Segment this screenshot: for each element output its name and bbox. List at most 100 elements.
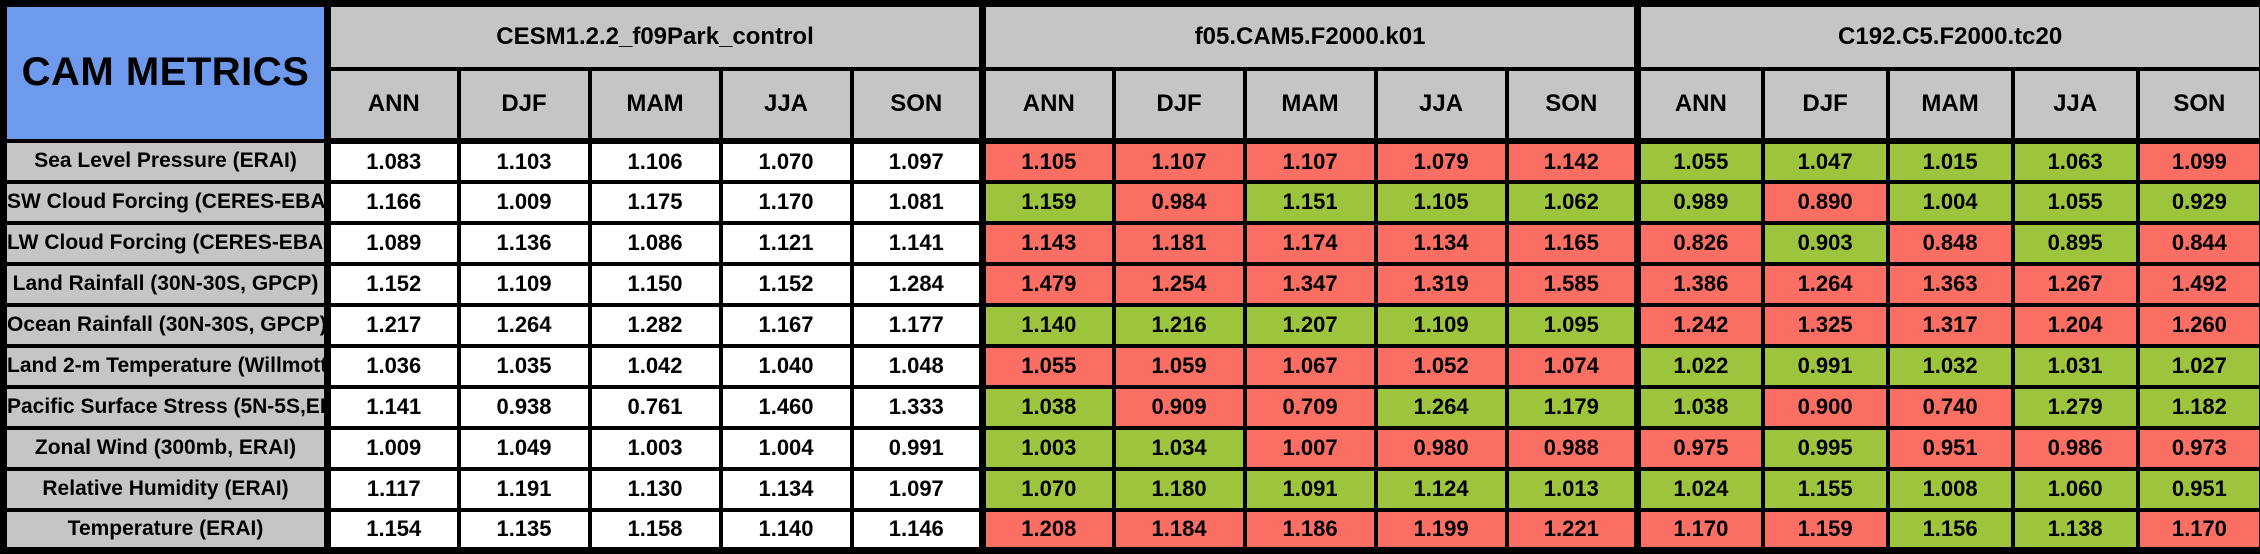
metric-value-cell: 1.004 [1888, 182, 2013, 223]
metric-value-cell: 1.136 [459, 223, 590, 264]
metric-value-cell: 0.826 [1638, 223, 1763, 264]
metric-value-cell: 1.182 [2138, 387, 2260, 428]
metric-value-cell: 1.070 [721, 141, 852, 182]
metric-value-cell: 1.032 [1888, 346, 2013, 387]
metric-value-cell: 1.099 [2138, 141, 2260, 182]
metric-label: Zonal Wind (300mb, ERAI) [4, 428, 328, 469]
metric-value-cell: 0.929 [2138, 182, 2260, 223]
metric-value-cell: 1.109 [459, 264, 590, 305]
metric-label: LW Cloud Forcing (CERES-EBAF) [4, 223, 328, 264]
metric-value-cell: 1.007 [1245, 428, 1376, 469]
metric-value-cell: 0.903 [1763, 223, 1888, 264]
metric-value-cell: 1.158 [590, 510, 721, 551]
metric-value-cell: 1.492 [2138, 264, 2260, 305]
metric-value-cell: 1.052 [1376, 346, 1507, 387]
metric-value-cell: 1.216 [1114, 305, 1245, 346]
metric-value-cell: 1.138 [2013, 510, 2138, 551]
metric-value-cell: 1.154 [328, 510, 459, 551]
metric-value-cell: 1.055 [1638, 141, 1763, 182]
metric-value-cell: 1.156 [1888, 510, 2013, 551]
group-header-tc20: C192.C5.F2000.tc20 [1638, 4, 2260, 69]
metric-value-cell: 0.986 [2013, 428, 2138, 469]
group-header-row: CAM METRICS CESM1.2.2_f09Park_control f0… [4, 4, 2260, 69]
metric-value-cell: 1.221 [1507, 510, 1638, 551]
metric-value-cell: 1.009 [459, 182, 590, 223]
metric-value-cell: 1.460 [721, 387, 852, 428]
metric-value-cell: 1.166 [328, 182, 459, 223]
metric-value-cell: 1.175 [590, 182, 721, 223]
season-header-son: SON [852, 69, 983, 141]
metric-value-cell: 1.167 [721, 305, 852, 346]
metric-value-cell: 1.180 [1114, 469, 1245, 510]
metric-value-cell: 1.130 [590, 469, 721, 510]
season-header-ann: ANN [983, 69, 1114, 141]
metric-value-cell: 0.938 [459, 387, 590, 428]
metric-value-cell: 1.074 [1507, 346, 1638, 387]
season-header-ann: ANN [1638, 69, 1763, 141]
metric-value-cell: 1.264 [459, 305, 590, 346]
metric-value-cell: 1.191 [459, 469, 590, 510]
metric-value-cell: 1.284 [852, 264, 983, 305]
metric-value-cell: 0.989 [1638, 182, 1763, 223]
metric-value-cell: 1.097 [852, 469, 983, 510]
metric-value-cell: 1.107 [1245, 141, 1376, 182]
metric-value-cell: 1.155 [1763, 469, 1888, 510]
metric-value-cell: 0.991 [1763, 346, 1888, 387]
metric-value-cell: 0.709 [1245, 387, 1376, 428]
metric-value-cell: 0.890 [1763, 182, 1888, 223]
metric-value-cell: 1.199 [1376, 510, 1507, 551]
metric-value-cell: 1.260 [2138, 305, 2260, 346]
season-header-mam: MAM [1888, 69, 2013, 141]
metric-value-cell: 0.895 [2013, 223, 2138, 264]
metric-value-cell: 1.047 [1763, 141, 1888, 182]
metric-label: Land Rainfall (30N-30S, GPCP) [4, 264, 328, 305]
metric-value-cell: 1.317 [1888, 305, 2013, 346]
metric-value-cell: 1.264 [1376, 387, 1507, 428]
metric-value-cell: 1.159 [1763, 510, 1888, 551]
metric-value-cell: 1.217 [328, 305, 459, 346]
metric-value-cell: 1.242 [1638, 305, 1763, 346]
metric-value-cell: 1.170 [721, 182, 852, 223]
metric-value-cell: 1.003 [590, 428, 721, 469]
metric-value-cell: 1.105 [1376, 182, 1507, 223]
metric-value-cell: 1.134 [1376, 223, 1507, 264]
metric-value-cell: 1.055 [2013, 182, 2138, 223]
metric-label: Pacific Surface Stress (5N-5S,ERS) [4, 387, 328, 428]
metric-value-cell: 1.042 [590, 346, 721, 387]
metric-value-cell: 0.951 [2138, 469, 2260, 510]
metric-value-cell: 1.386 [1638, 264, 1763, 305]
metric-value-cell: 1.015 [1888, 141, 2013, 182]
metric-value-cell: 1.207 [1245, 305, 1376, 346]
metric-value-cell: 1.031 [2013, 346, 2138, 387]
metric-value-cell: 1.083 [328, 141, 459, 182]
metric-value-cell: 1.048 [852, 346, 983, 387]
metric-value-cell: 0.848 [1888, 223, 2013, 264]
metric-value-cell: 1.063 [2013, 141, 2138, 182]
metric-value-cell: 1.034 [1114, 428, 1245, 469]
season-header-djf: DJF [459, 69, 590, 141]
metric-value-cell: 1.070 [983, 469, 1114, 510]
metric-value-cell: 1.038 [983, 387, 1114, 428]
season-header-son: SON [1507, 69, 1638, 141]
metric-value-cell: 1.140 [721, 510, 852, 551]
metric-value-cell: 1.146 [852, 510, 983, 551]
metric-label: Ocean Rainfall (30N-30S, GPCP) [4, 305, 328, 346]
metric-value-cell: 1.135 [459, 510, 590, 551]
metric-value-cell: 1.009 [328, 428, 459, 469]
metric-value-cell: 1.143 [983, 223, 1114, 264]
metric-value-cell: 1.022 [1638, 346, 1763, 387]
metric-value-cell: 1.151 [1245, 182, 1376, 223]
metric-value-cell: 0.984 [1114, 182, 1245, 223]
metric-value-cell: 0.991 [852, 428, 983, 469]
metric-value-cell: 1.091 [1245, 469, 1376, 510]
metric-value-cell: 1.347 [1245, 264, 1376, 305]
season-header-row: ANN DJF MAM JJA SON ANN DJF MAM JJA SON … [4, 69, 2260, 141]
metric-value-cell: 1.055 [983, 346, 1114, 387]
metric-label: SW Cloud Forcing (CERES-EBAF) [4, 182, 328, 223]
season-header-mam: MAM [1245, 69, 1376, 141]
